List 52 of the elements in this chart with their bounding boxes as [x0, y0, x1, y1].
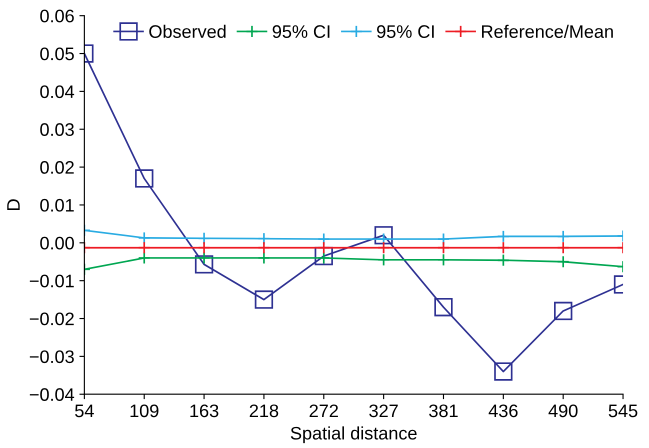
point — [556, 241, 570, 254]
point — [374, 226, 393, 244]
y-tick-label: 0.02 — [40, 161, 74, 174]
y-axis-title: D — [7, 199, 20, 210]
x-tick-label: 218 — [250, 404, 278, 418]
point — [496, 230, 510, 243]
point — [138, 241, 151, 254]
point — [437, 253, 450, 266]
x-tick-label: 109 — [130, 404, 158, 418]
point — [138, 232, 151, 244]
point — [434, 298, 453, 316]
y-tick-label: 0.04 — [40, 85, 74, 98]
legend-label: Reference/Mean — [482, 24, 613, 38]
point — [138, 252, 151, 264]
point — [556, 255, 570, 268]
point — [254, 290, 274, 309]
point — [198, 232, 210, 245]
point — [494, 362, 513, 381]
x-tick-label: 54 — [75, 404, 94, 418]
point — [496, 241, 510, 254]
legend-label: 95% CI — [272, 25, 330, 38]
legend-label: Observed — [149, 24, 226, 38]
y-tick-label: 0.00 — [40, 236, 74, 250]
point — [258, 241, 270, 254]
point — [496, 254, 510, 267]
y-tick-label: −0.03 — [30, 350, 74, 364]
point — [194, 255, 214, 274]
point — [135, 169, 154, 188]
point — [258, 252, 270, 264]
y-tick-label: −0.01 — [30, 274, 74, 288]
x-tick-label: 490 — [548, 404, 578, 418]
y-tick-label: 0.06 — [40, 10, 74, 22]
y-tick-label: −0.02 — [30, 312, 74, 326]
x-tick-label: 381 — [429, 404, 458, 418]
point — [377, 253, 390, 266]
x-tick-label: 272 — [310, 404, 338, 418]
point — [554, 302, 572, 320]
x-tick-label: 545 — [608, 404, 638, 418]
x-tick-label: 163 — [190, 404, 218, 418]
legend-label: 95% CI — [377, 25, 434, 38]
x-tick-label: 436 — [488, 404, 518, 418]
point — [437, 241, 450, 254]
point — [377, 241, 390, 254]
y-tick-label: 0.05 — [40, 47, 74, 60]
x-axis-title: Spatial distance — [290, 426, 417, 444]
point — [317, 241, 330, 254]
y-tick-label: 0.03 — [40, 123, 74, 136]
point — [198, 241, 210, 254]
y-tick-label: −0.04 — [30, 388, 74, 401]
x-tick-label: 327 — [369, 404, 398, 418]
point — [556, 230, 570, 243]
y-tick-label: 0.01 — [40, 198, 74, 212]
